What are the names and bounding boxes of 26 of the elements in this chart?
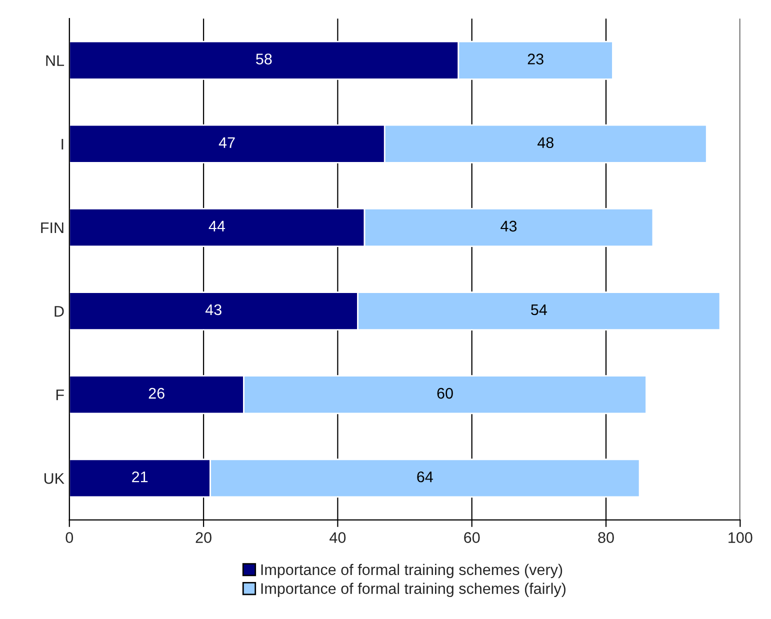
data-label: 47 <box>218 137 235 148</box>
data-label: 64 <box>417 471 433 482</box>
data-label: 48 <box>537 137 554 148</box>
data-label: 60 <box>437 388 453 399</box>
data-label: 26 <box>148 388 164 399</box>
y-tick-label: I <box>62 138 64 150</box>
legend-label: Importance of formal training schemes (very) <box>261 564 562 578</box>
y-tick-label: NL <box>46 55 64 66</box>
data-label: 23 <box>528 54 544 64</box>
data-label: 54 <box>531 304 547 316</box>
data-label: 44 <box>208 220 226 232</box>
x-tick-label: 0 <box>66 532 74 543</box>
data-label: 58 <box>256 54 272 64</box>
y-tick-label: FIN <box>41 222 64 234</box>
x-tick-label: 60 <box>464 532 480 543</box>
y-tick-label: F <box>56 390 64 400</box>
x-tick-label: 20 <box>196 532 212 543</box>
data-label: 21 <box>132 471 148 482</box>
data-label: 43 <box>205 304 222 316</box>
y-tick-label: UK <box>44 473 64 484</box>
y-tick-label: D <box>54 306 64 317</box>
legend-label: Importance of formal training schemes (fairly) <box>261 582 566 598</box>
x-tick-label: 100 <box>728 532 752 543</box>
x-tick-label: 80 <box>598 532 614 543</box>
data-label: 43 <box>500 220 517 232</box>
x-tick-label: 40 <box>330 532 346 543</box>
